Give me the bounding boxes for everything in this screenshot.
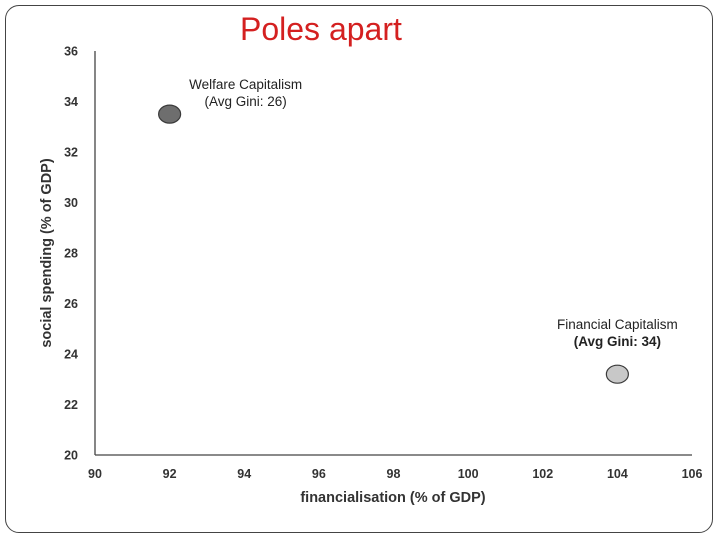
scatter-point bbox=[605, 364, 629, 384]
x-tick-label: 98 bbox=[387, 467, 401, 481]
y-tick-label: 24 bbox=[64, 348, 78, 362]
scatter-point bbox=[158, 104, 182, 124]
x-tick-label: 102 bbox=[532, 467, 553, 481]
x-tick-label: 92 bbox=[163, 467, 177, 481]
x-tick-label: 100 bbox=[458, 467, 479, 481]
point-label-name: Welfare Capitalism bbox=[189, 77, 302, 92]
y-tick-labels: 20 22 24 26 28 30 32 34 36 bbox=[64, 45, 78, 463]
x-tick-label: 104 bbox=[607, 467, 628, 481]
point-label-name: Financial Capitalism bbox=[557, 317, 678, 332]
y-tick-label: 26 bbox=[64, 297, 78, 311]
chart-axes bbox=[94, 51, 692, 456]
y-tick-label: 32 bbox=[64, 146, 78, 160]
y-tick-label: 28 bbox=[64, 247, 78, 261]
x-tick-label: 106 bbox=[682, 467, 703, 481]
x-tick-label: 90 bbox=[88, 467, 102, 481]
x-tick-labels: 90 92 94 96 98 100 102 104 106 bbox=[88, 467, 702, 481]
x-axis-title: financialisation (% of GDP) bbox=[300, 490, 485, 506]
y-tick-label: 20 bbox=[64, 449, 78, 463]
y-tick-label: 34 bbox=[64, 95, 78, 109]
y-axis-title: social spending (% of GDP) bbox=[39, 158, 55, 347]
y-tick-label: 36 bbox=[64, 45, 78, 59]
point-label-gini: (Avg Gini: 34) bbox=[574, 334, 661, 349]
point-label-gini: (Avg Gini: 26) bbox=[204, 94, 286, 109]
slide-title: Poles apart bbox=[238, 10, 404, 48]
y-tick-label: 22 bbox=[64, 398, 78, 412]
x-tick-label: 96 bbox=[312, 467, 326, 481]
slide-frame bbox=[5, 5, 713, 533]
y-tick-label: 30 bbox=[64, 196, 78, 210]
data-points: Welfare Capitalism (Avg Gini: 26) Financia… bbox=[158, 77, 678, 384]
x-tick-label: 94 bbox=[237, 467, 251, 481]
